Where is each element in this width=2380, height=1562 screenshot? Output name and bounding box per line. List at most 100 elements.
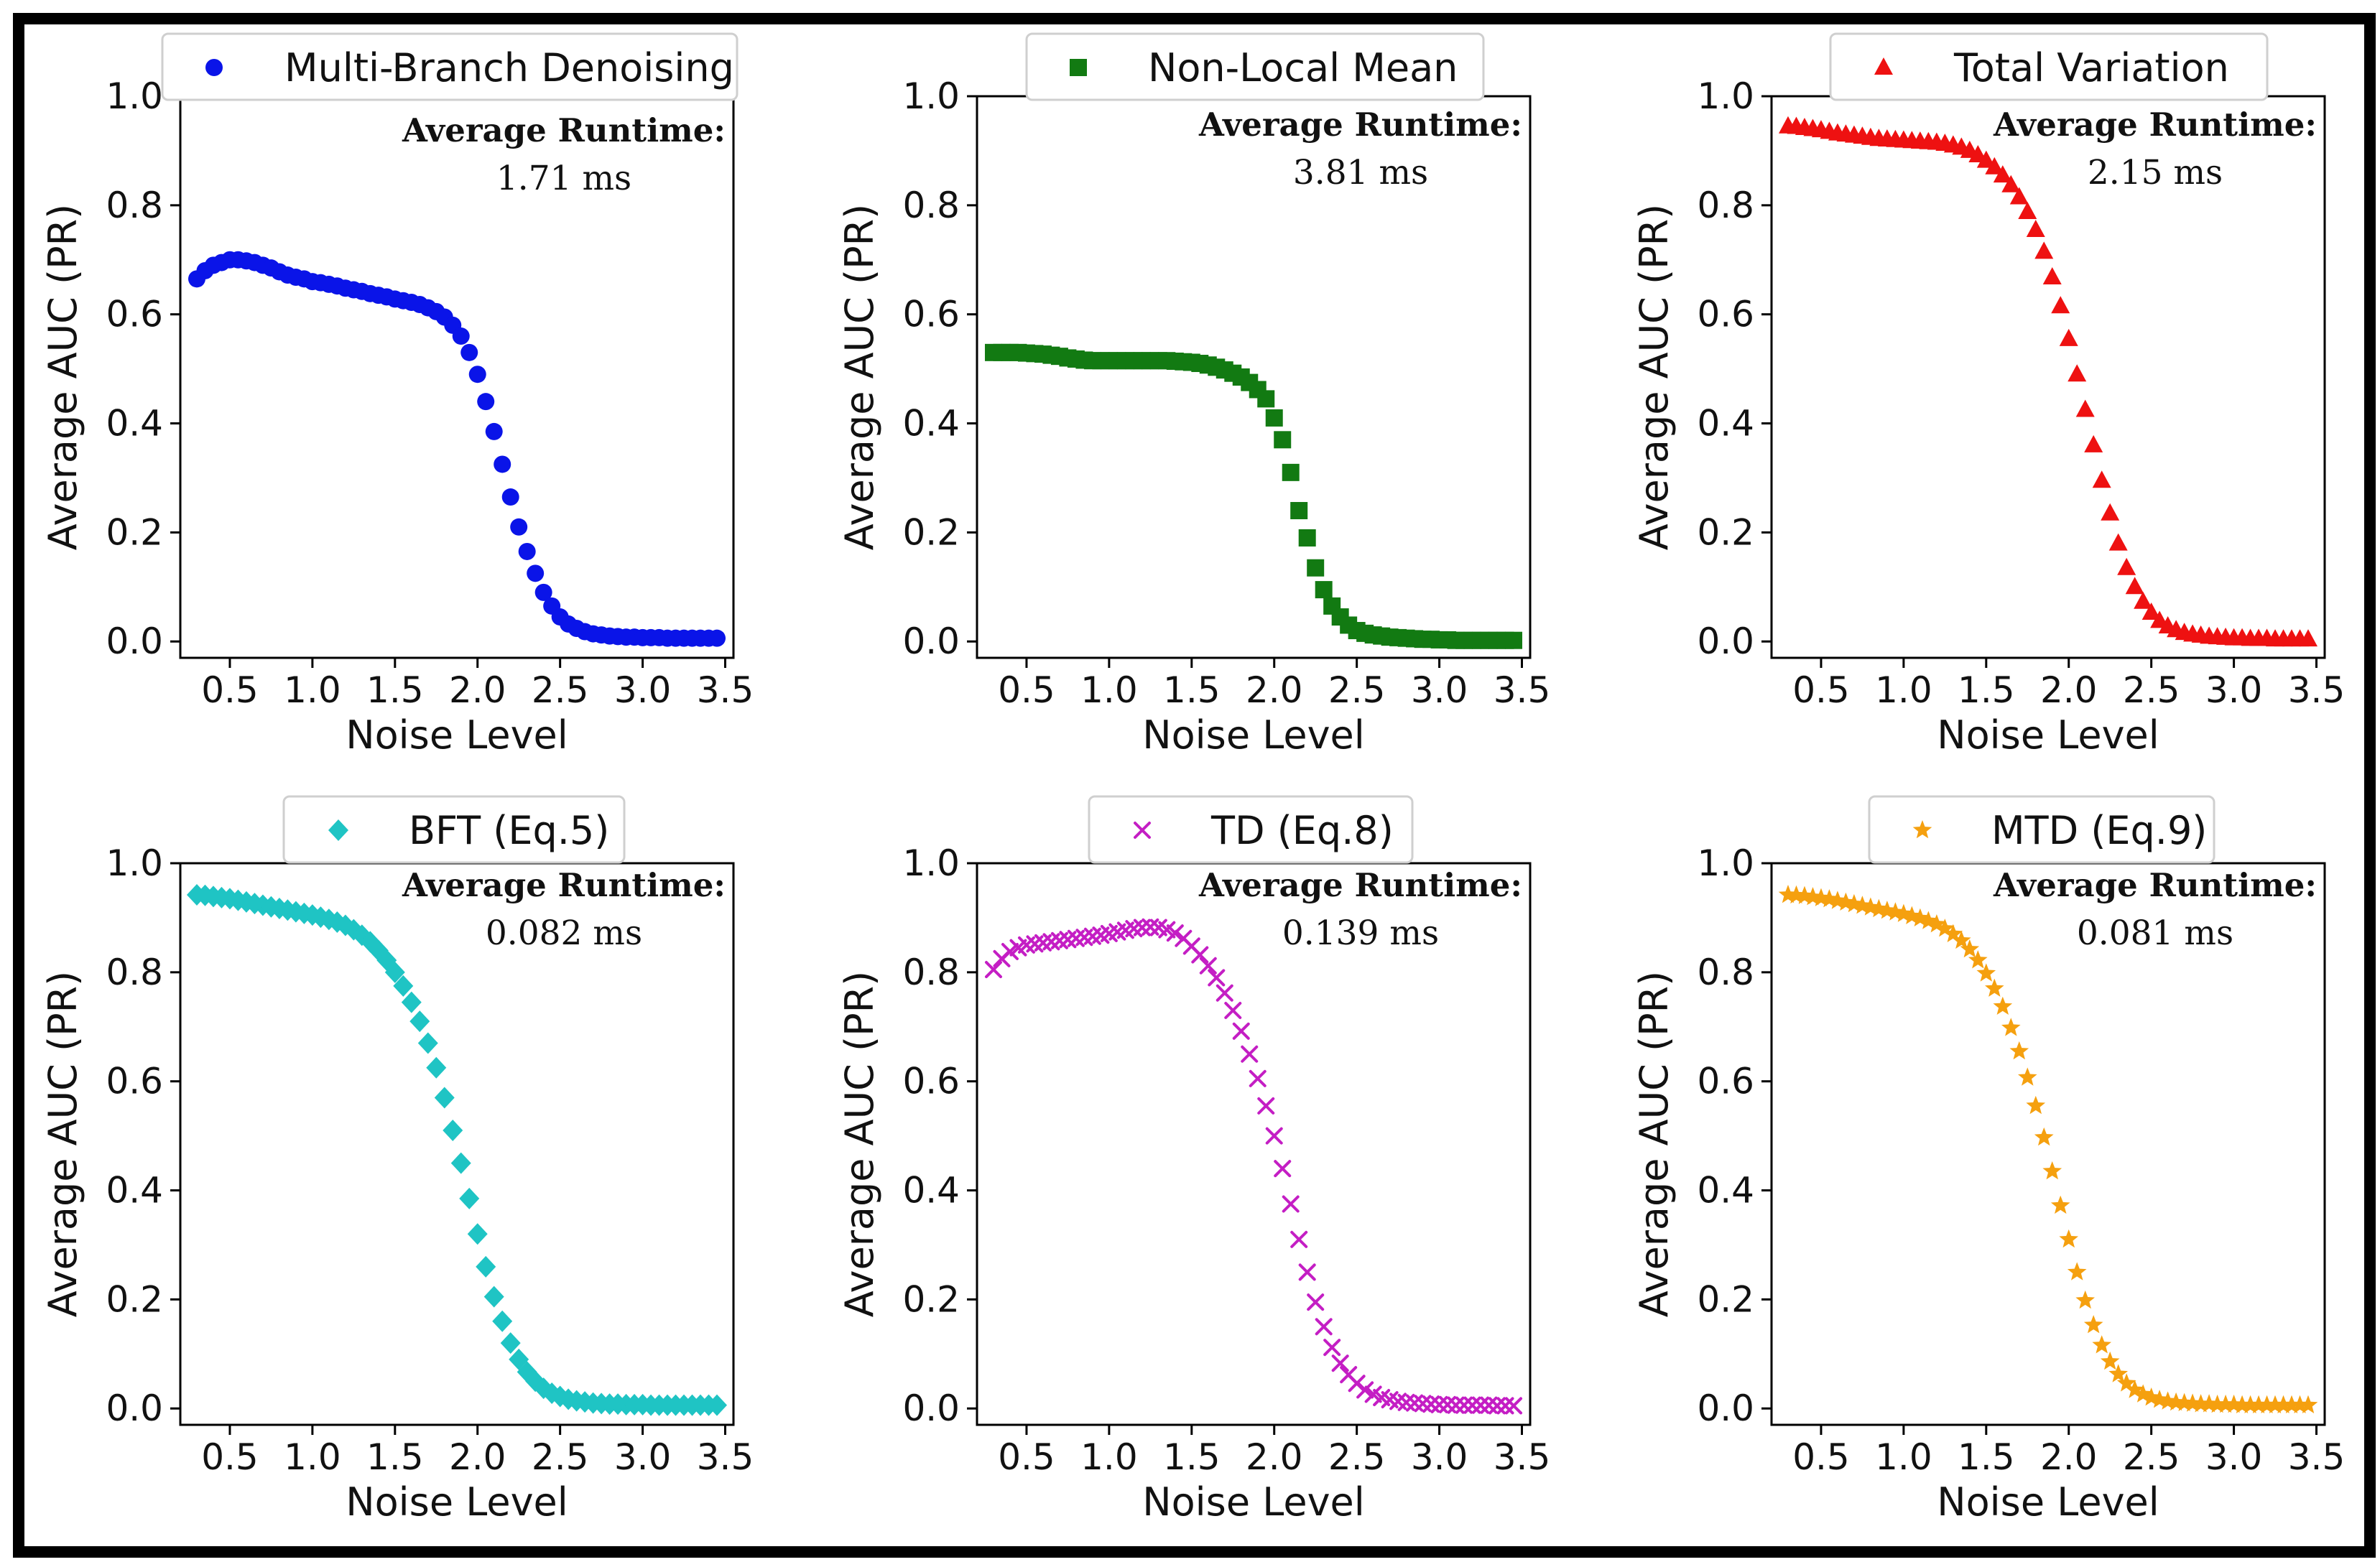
x-tick-label: 3.5 bbox=[697, 669, 754, 711]
runtime-title: Average Runtime: bbox=[402, 111, 726, 149]
legend-marker bbox=[205, 59, 223, 76]
data-point bbox=[2108, 533, 2128, 551]
data-point bbox=[2042, 267, 2062, 285]
data-point bbox=[2059, 328, 2078, 346]
legend: BFT (Eq.5) bbox=[282, 795, 626, 864]
legend-symbol bbox=[1874, 57, 1893, 75]
legend-box bbox=[161, 32, 738, 101]
data-point bbox=[2274, 1395, 2293, 1413]
legend: Total Variation bbox=[1829, 32, 2269, 101]
x-tick-label: 1.5 bbox=[366, 1436, 424, 1478]
panel-mtd: 0.5 1.0 1.5 2.0 2.5 3.0 3.50.00.20.40.60.81.0 … bbox=[1631, 795, 2346, 1525]
data-point bbox=[2018, 201, 2037, 219]
axis-ticks: 0.5 1.0 1.5 2.0 2.5 3.0 3.5 0.0 0.2 0.4 0.6 0.8 1.0 bbox=[1697, 75, 2345, 711]
y-tick-label: 0.4 bbox=[902, 1170, 960, 1212]
data-point bbox=[443, 1120, 463, 1142]
y-tick-label: 1.0 bbox=[106, 842, 163, 884]
x-tick-label: 1.0 bbox=[284, 1436, 341, 1478]
x-tick-label: 1.0 bbox=[1080, 669, 1138, 711]
data-point bbox=[708, 629, 726, 647]
data-point bbox=[2265, 1395, 2285, 1413]
data-point bbox=[2133, 1384, 2153, 1403]
legend-box bbox=[1025, 32, 1485, 101]
data-point bbox=[302, 904, 323, 926]
data-point bbox=[2001, 175, 2021, 192]
x-tick-label: 2.5 bbox=[532, 1436, 589, 1478]
legend-box bbox=[1088, 795, 1414, 864]
data-point bbox=[2241, 1395, 2260, 1413]
data-point bbox=[1315, 1318, 1333, 1336]
data-point bbox=[485, 422, 503, 440]
runtime-title: Average Runtime: bbox=[1198, 866, 1522, 904]
x-tick-label: 3.0 bbox=[614, 1436, 672, 1478]
data-point bbox=[2282, 1395, 2302, 1413]
data-point bbox=[2290, 1395, 2310, 1413]
data-point bbox=[1919, 911, 1938, 929]
data-point bbox=[1943, 924, 1963, 942]
y-tick-label: 0.0 bbox=[106, 1387, 163, 1429]
data-point bbox=[2084, 434, 2103, 452]
legend-symbol bbox=[328, 819, 348, 841]
y-tick-label: 0.6 bbox=[106, 294, 163, 335]
data-point bbox=[1960, 939, 1980, 958]
data-point bbox=[2224, 1394, 2244, 1413]
data-point bbox=[368, 939, 389, 962]
data-point bbox=[1505, 631, 1523, 649]
data-point bbox=[2125, 577, 2144, 595]
legend: Non-Local Mean bbox=[1025, 32, 1485, 101]
y-tick-label: 0.8 bbox=[106, 952, 163, 993]
panel-non-local-mean: 0.5 1.0 1.5 2.0 2.5 3.0 3.50.00.20.40.60.81.0 … bbox=[837, 32, 1550, 758]
x-tick-label: 1.0 bbox=[1875, 1436, 1932, 1478]
data-point bbox=[1216, 984, 1233, 1002]
legend-label: Non-Local Mean bbox=[1148, 45, 1458, 90]
y-axis-label: Average AUC (PR) bbox=[40, 204, 85, 550]
data-point bbox=[1985, 157, 2004, 175]
x-tick-label: 2.5 bbox=[2123, 1436, 2180, 1478]
data-point bbox=[1935, 919, 1955, 937]
legend-marker bbox=[1874, 57, 1893, 75]
x-tick-label: 2.5 bbox=[532, 669, 589, 711]
data-point bbox=[452, 327, 470, 345]
data-point bbox=[335, 914, 356, 936]
data-point bbox=[1274, 1160, 1292, 1178]
y-tick-label: 0.0 bbox=[1697, 1387, 1754, 1429]
data-point bbox=[1290, 1230, 1308, 1248]
legend-symbol bbox=[205, 59, 223, 76]
x-axis-label: Noise Level bbox=[346, 1479, 568, 1525]
data-point bbox=[2050, 1195, 2070, 1214]
data-points bbox=[984, 343, 1523, 649]
data-point bbox=[1331, 1354, 1349, 1372]
legend-symbol bbox=[1070, 59, 1087, 76]
y-tick-label: 0.6 bbox=[1697, 1061, 1754, 1102]
data-point bbox=[1274, 431, 1292, 449]
data-point bbox=[1795, 885, 1815, 904]
y-tick-label: 1.0 bbox=[1697, 75, 1754, 117]
y-tick-label: 0.2 bbox=[902, 511, 960, 553]
y-tick-label: 0.2 bbox=[106, 1278, 163, 1320]
panel-td: 0.5 1.0 1.5 2.0 2.5 3.0 3.50.00.20.40.60.81.0 … bbox=[837, 795, 1550, 1525]
data-point bbox=[2042, 1161, 2062, 1180]
x-tick-label: 1.5 bbox=[1958, 669, 2015, 711]
y-tick-label: 0.2 bbox=[902, 1278, 960, 1320]
y-tick-label: 0.2 bbox=[106, 511, 163, 553]
x-tick-label: 2.0 bbox=[2040, 669, 2098, 711]
y-axis-label: Average AUC (PR) bbox=[1631, 204, 1677, 550]
data-point bbox=[1976, 963, 1996, 982]
data-point bbox=[1257, 390, 1275, 408]
y-axis-label: Average AUC (PR) bbox=[837, 971, 882, 1317]
axis-ticks: 0.5 1.0 1.5 2.0 2.5 3.0 3.5 0.0 0.2 0.4 0.6 0.8 1.0 bbox=[902, 842, 1550, 1478]
data-point bbox=[2101, 503, 2120, 521]
data-point bbox=[1993, 165, 2012, 183]
y-axis-label: Average AUC (PR) bbox=[837, 204, 882, 550]
x-tick-label: 3.5 bbox=[2288, 1436, 2346, 1478]
x-tick-label: 2.5 bbox=[1328, 669, 1386, 711]
x-axis-label: Noise Level bbox=[1142, 1479, 1365, 1525]
data-point bbox=[2068, 364, 2087, 382]
x-tick-label: 3.0 bbox=[614, 669, 672, 711]
x-tick-label: 1.0 bbox=[284, 669, 341, 711]
data-points bbox=[1778, 885, 2318, 1413]
panel-bft: 0.5 1.0 1.5 2.0 2.5 3.0 3.50.00.20.40.60.81.0 … bbox=[40, 795, 754, 1525]
x-tick-label: 0.5 bbox=[201, 1436, 259, 1478]
axis-ticks: 0.5 1.0 1.5 2.0 2.5 3.0 3.5 0.0 0.2 0.4 0.6 0.8 1.0 bbox=[902, 75, 1550, 711]
